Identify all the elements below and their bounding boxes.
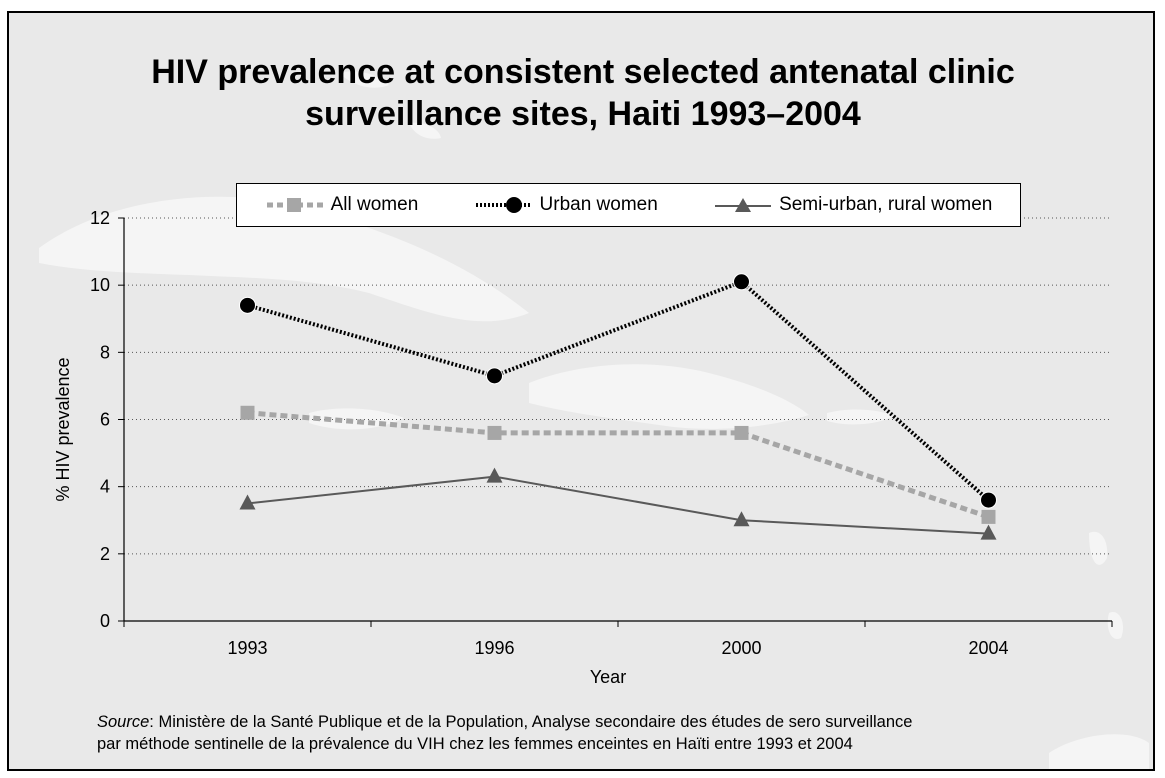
chart-frame: HIV prevalence at consistent selected an… [7, 11, 1155, 771]
legend-label-semi-urban-rural: Semi-urban, rural women [779, 194, 993, 215]
source-note: Source: Ministère de la Santé Publique e… [97, 711, 1137, 755]
data-point-urban-women-2004 [980, 491, 997, 509]
y-tick-label-2: 2 [100, 544, 110, 564]
caribbean-map-background [39, 71, 1149, 769]
legend-swatch-all-women [266, 198, 323, 212]
legend-item-all-women: All women [265, 194, 419, 216]
y-tick-label-12: 12 [90, 208, 110, 228]
source-text-line2: par méthode sentinelle de la prévalence … [97, 735, 853, 753]
series-line-all-women [247, 410, 990, 520]
plot-area: 0 2 4 6 8 10 12 1993 1996 2000 2004 Year % HIV preva… [53, 208, 1113, 687]
source-text-line1: : Ministère de la Santé Publique et de l… [149, 713, 913, 731]
chart-title-line2: surveillance sites, Haiti 1993–2004 [305, 95, 861, 133]
data-point-semi-urban-rural-women-1993 [239, 494, 256, 510]
legend-label-all-women: All women [330, 194, 419, 215]
legend-item-urban-women: Urban women [474, 194, 658, 216]
legend-swatch-semi-urban-rural [715, 198, 772, 212]
series-line-semi-urban-rural-women [247, 475, 989, 535]
map-bahamas [339, 71, 441, 139]
data-point-semi-urban-rural-women-2000 [733, 511, 750, 527]
legend-item-semi-urban-rural: Semi-urban, rural women [713, 194, 992, 216]
legend: All women Urban women Semi-urban, rural … [236, 183, 1021, 227]
x-tick-label-1993: 1993 [227, 638, 267, 658]
legend-swatch-urban-women [475, 197, 532, 213]
series-line-urban-women [246, 279, 990, 502]
data-point-all-women-2000 [734, 425, 749, 440]
y-tick-label-4: 4 [100, 477, 110, 497]
data-point-urban-women-1996 [486, 367, 503, 385]
y-tick-label-0: 0 [100, 611, 110, 631]
map-puerto-rico [827, 409, 894, 425]
map-cuba [39, 196, 529, 322]
x-tick-label-1996: 1996 [474, 638, 514, 658]
legend-label-urban-women: Urban women [539, 194, 658, 215]
data-point-semi-urban-rural-women-2004 [980, 524, 997, 540]
data-point-semi-urban-rural-women-1996 [486, 467, 503, 483]
chart-title: HIV prevalence at consistent selected an… [9, 51, 1153, 135]
source-line1: Source: Ministère de la Santé Publique e… [97, 711, 1137, 733]
data-point-urban-women-2000 [733, 273, 750, 291]
x-tick-label-2004: 2004 [968, 638, 1008, 658]
y-tick-label-10: 10 [90, 275, 110, 295]
chart-title-line1: HIV prevalence at consistent selected an… [151, 53, 1015, 91]
data-point-all-women-1993 [240, 405, 255, 420]
y-axis-title: % HIV prevalence [53, 357, 73, 501]
map-hispaniola [529, 364, 809, 429]
y-tick-label-8: 8 [100, 342, 110, 362]
data-point-all-women-2004 [981, 509, 996, 524]
y-tick-label-6: 6 [100, 410, 110, 430]
data-point-all-women-1996 [487, 425, 502, 440]
source-label: Source [97, 713, 150, 731]
data-point-urban-women-1993 [239, 296, 256, 314]
map-lesser-antilles [1049, 531, 1149, 769]
x-axis-title: Year [590, 667, 626, 687]
x-tick-label-2000: 2000 [721, 638, 761, 658]
